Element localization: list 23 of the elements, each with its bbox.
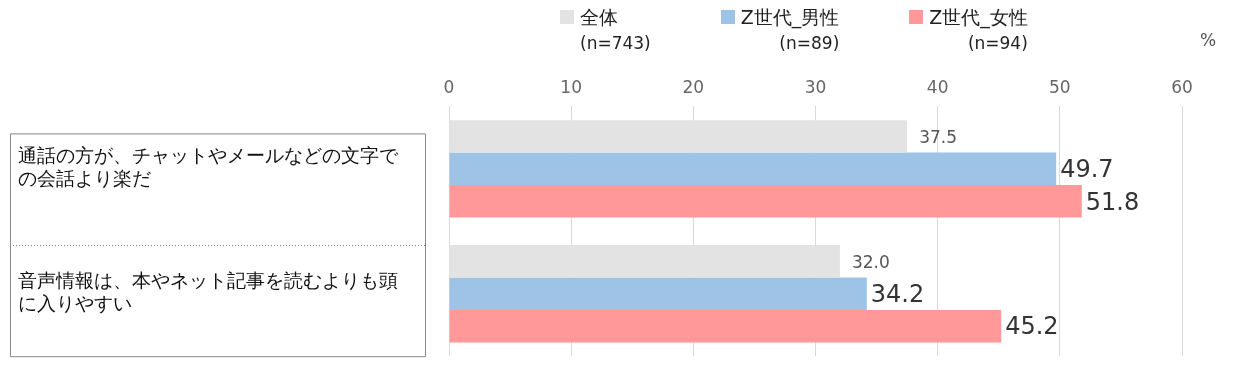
x-tick-label: 50	[1049, 76, 1071, 97]
legend-label: Z世代_男性 (n=89)	[740, 5, 840, 55]
data-label: 34.2	[870, 279, 925, 308]
legend-label: 全体 (n=743)	[580, 5, 651, 55]
data-label: 49.7	[1060, 155, 1114, 184]
data-label: 37.5	[919, 126, 957, 147]
data-label: 45.2	[1005, 312, 1059, 341]
x-tick-label: 60	[1171, 76, 1193, 97]
bar	[449, 309, 1002, 343]
data-label: 32.0	[851, 251, 890, 272]
bar	[449, 277, 867, 310]
x-tick-label: 20	[682, 76, 705, 97]
legend-label: Z世代_女性 (n=94)	[929, 5, 1028, 55]
data-label: 51.8	[1085, 187, 1140, 216]
bar	[449, 185, 1082, 218]
x-tick-label: 0	[443, 76, 455, 97]
bar	[449, 152, 1057, 186]
y-tick-label: 通話の方が、チャットやメールなどの文字での会話より楽だ	[18, 144, 399, 190]
x-axis-title: %	[1200, 30, 1217, 51]
x-tick-label: 40	[926, 76, 949, 97]
y-tick-label: 音声情報は、本やネット記事を読むよりも頭に入りやすい	[18, 269, 398, 315]
x-tick-label: 30	[804, 76, 827, 97]
x-tick-label: 10	[560, 76, 582, 97]
